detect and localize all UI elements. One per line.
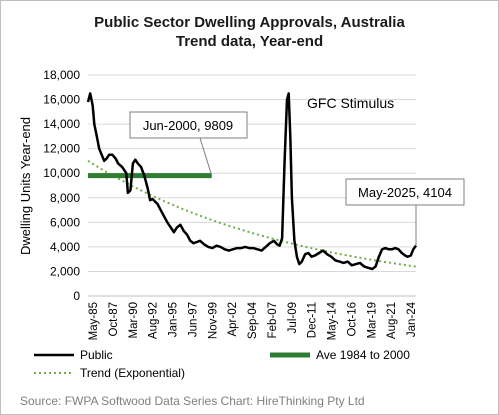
x-tick-label: Oct-16 <box>346 302 358 337</box>
x-tick-label: Nov-99 <box>207 302 219 339</box>
series-layer <box>86 92 418 271</box>
x-tick-label: Apr-02 <box>227 302 239 337</box>
legend-label-trend: Trend (Exponential) <box>80 366 185 380</box>
x-tick-labels: May-85 Oct-87 Mar-90 Aug-92 Jan-95 Jun-97 Nov-… <box>88 301 418 340</box>
x-tick-label: Mar-90 <box>128 302 140 338</box>
x-tick-label: Jan-24 <box>406 301 418 337</box>
y-tick-label: 16,000 <box>43 93 80 107</box>
annotations: Jun-2000, 9809 GFC Stimulus May-2025, 4104 <box>129 95 465 246</box>
y-tick-label: 14,000 <box>43 117 80 131</box>
legend: Public Ave 1984 to 2000 Trend (Exponential… <box>34 348 410 380</box>
x-tick-label: Oct-87 <box>108 302 120 337</box>
callout-may-2025: May-2025, 4104 <box>358 185 452 200</box>
x-tick-label: Mar-19 <box>366 302 378 338</box>
y-tick-label: 6,000 <box>50 215 80 229</box>
y-tick-label: 12,000 <box>43 142 80 156</box>
x-tick-label: Sep-04 <box>247 301 259 339</box>
y-tick-label: 10,000 <box>43 166 80 180</box>
legend-label-average: Ave 1984 to 2000 <box>316 348 410 362</box>
y-tick-label: 18,000 <box>43 68 80 82</box>
x-tick-label: May-85 <box>88 302 100 340</box>
x-tick-label: Aug-21 <box>386 302 398 339</box>
series-public-line <box>86 92 418 271</box>
x-tick-label: Jan-95 <box>168 302 180 337</box>
source-note: Source: FWPA Softwood Data Series Chart:… <box>20 394 365 408</box>
y-axis-label: Dwelling Units Year-end <box>18 117 33 255</box>
callout-leader <box>199 137 213 176</box>
y-tick-labels: 0 2,000 4,000 6,000 8,000 10,000 12,000 14,000 1… <box>43 68 80 303</box>
callout-jun-2000: Jun-2000, 9809 <box>143 118 233 133</box>
x-tick-label: Feb-07 <box>267 302 279 338</box>
x-tick-label: Aug-92 <box>148 302 160 339</box>
x-tick-label: Jul-09 <box>287 302 299 333</box>
legend-label-public: Public <box>80 348 113 362</box>
x-tick-label: Jun-97 <box>187 302 199 337</box>
x-tick-label: Dec-11 <box>307 302 319 338</box>
callout-box <box>345 178 465 206</box>
y-tick-label: 8,000 <box>50 191 80 205</box>
chart-title: Public Sector Dwelling Approvals, Austra… <box>94 14 405 31</box>
y-tick-label: 4,000 <box>50 240 80 254</box>
callout-box <box>129 111 248 139</box>
y-tick-label: 0 <box>73 289 80 303</box>
x-tick-label: May-14 <box>327 301 339 340</box>
annotation-gfc-stimulus: GFC Stimulus <box>307 95 394 111</box>
y-tick-label: 2,000 <box>50 264 80 278</box>
chart-subtitle: Trend data, Year-end <box>175 33 324 50</box>
series-trend-line <box>87 160 417 268</box>
